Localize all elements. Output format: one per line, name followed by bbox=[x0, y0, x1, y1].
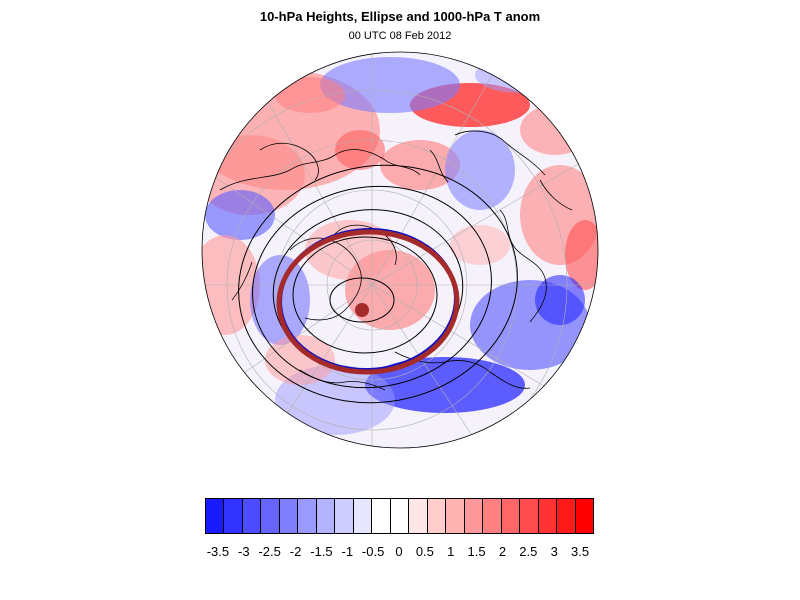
colorbar-cell bbox=[278, 498, 299, 534]
colorbar-tick-label: 0 bbox=[395, 544, 403, 559]
colorbar-cell bbox=[500, 498, 521, 534]
colorbar-cell bbox=[426, 498, 447, 534]
colorbar-cell bbox=[463, 498, 484, 534]
colorbar-tick-label: 1 bbox=[447, 544, 455, 559]
colorbar-cell bbox=[223, 498, 243, 534]
colorbar-tick-label: -2.5 bbox=[258, 544, 281, 559]
colorbar-cell bbox=[408, 498, 428, 534]
colorbar-cell bbox=[519, 498, 539, 534]
colorbar-tick-label: -1 bbox=[341, 544, 354, 559]
colorbar-cell bbox=[352, 498, 373, 534]
colorbar-cell bbox=[297, 498, 317, 534]
colorbar-cell bbox=[574, 498, 594, 534]
colorbar-tick-label: -0.5 bbox=[361, 544, 385, 559]
chart-subtitle: 00 UTC 08 Feb 2012 bbox=[348, 30, 452, 42]
colorbar-cell bbox=[537, 498, 558, 534]
colorbar-cell bbox=[315, 498, 336, 534]
colorbar-tick-label: -3 bbox=[238, 544, 250, 559]
colorbar-cell bbox=[260, 498, 280, 534]
colorbar-tick-label: -2 bbox=[289, 544, 302, 559]
colorbar-tick-label: 2.5 bbox=[519, 544, 538, 559]
colorbar bbox=[205, 498, 594, 536]
ellipse-center-marker bbox=[355, 303, 369, 317]
colorbar-cell bbox=[482, 498, 502, 534]
coastlines bbox=[219, 130, 573, 391]
lat-lon-gridlines bbox=[202, 52, 598, 448]
colorbar-cell bbox=[334, 498, 354, 534]
colorbar-tick-label: 2 bbox=[498, 544, 507, 559]
colorbar-cell bbox=[556, 498, 576, 534]
fitted-ellipse bbox=[276, 229, 460, 375]
map-disk-outline bbox=[201, 51, 599, 449]
colorbar-cell bbox=[389, 498, 410, 534]
colorbar-tick-label: -3.5 bbox=[206, 544, 230, 559]
colorbar-tick-label: -1.5 bbox=[310, 544, 333, 559]
height-contours bbox=[238, 164, 518, 404]
colorbar-tick-label: 3.5 bbox=[571, 544, 590, 559]
colorbar-tick-label: 1.5 bbox=[467, 544, 486, 559]
colorbar-tick-label: 3 bbox=[550, 544, 558, 559]
colorbar-tick-label: 0.5 bbox=[415, 544, 434, 559]
colorbar-cell bbox=[371, 498, 391, 534]
colorbar-cell bbox=[241, 498, 262, 534]
chart-title: 10-hPa Heights, Ellipse and 1000-hPa T a… bbox=[259, 9, 541, 24]
colorbar-cell bbox=[205, 498, 225, 534]
colorbar-cell bbox=[445, 498, 465, 534]
